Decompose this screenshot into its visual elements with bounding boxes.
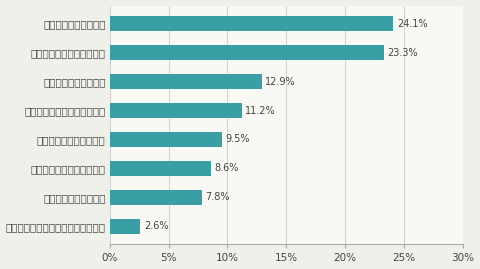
Bar [110, 132, 222, 147]
Text: 2.6%: 2.6% [144, 221, 168, 231]
Bar [110, 74, 262, 89]
Text: 9.5%: 9.5% [225, 134, 250, 144]
Text: 8.6%: 8.6% [215, 163, 239, 174]
Text: 7.8%: 7.8% [205, 192, 229, 202]
Bar [110, 16, 394, 31]
Bar [110, 161, 211, 176]
Bar [110, 45, 384, 60]
Bar [110, 219, 140, 233]
Bar [110, 103, 241, 118]
Text: 12.9%: 12.9% [265, 77, 296, 87]
Text: 23.3%: 23.3% [387, 48, 418, 58]
Text: 11.2%: 11.2% [245, 105, 276, 115]
Text: 24.1%: 24.1% [397, 19, 428, 29]
Bar [110, 190, 202, 205]
